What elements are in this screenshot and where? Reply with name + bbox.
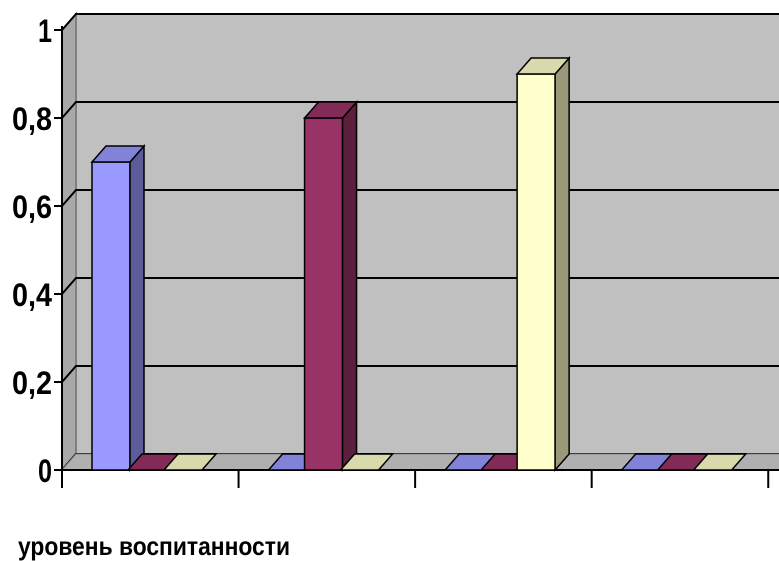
y-tick-label: 0 xyxy=(38,453,52,489)
y-tick-label: 0,4 xyxy=(12,277,52,313)
y-tick-label: 0,6 xyxy=(12,189,52,225)
y-tick-label: 0,8 xyxy=(12,101,52,137)
back-wall xyxy=(75,13,779,455)
bar-side xyxy=(341,100,358,472)
side-wall xyxy=(61,11,77,473)
bar-top xyxy=(338,453,395,471)
gridline xyxy=(61,101,779,119)
bar xyxy=(302,100,359,472)
bar-top xyxy=(90,145,146,163)
bar-front xyxy=(91,161,131,471)
bar xyxy=(692,453,748,471)
bar-top xyxy=(162,453,218,471)
bar xyxy=(90,144,146,472)
bar-side xyxy=(129,144,145,472)
bar-top xyxy=(302,101,359,119)
bar xyxy=(515,56,571,472)
bar-side xyxy=(554,56,570,472)
gridline xyxy=(61,365,779,383)
bar-top xyxy=(515,57,571,75)
bar xyxy=(338,453,395,471)
bar-front xyxy=(303,117,344,471)
y-tick-label: 1 xyxy=(38,13,52,49)
gridline xyxy=(61,277,779,295)
tick-labels: 0 0,2 0,4 0,6 0,8 1 xyxy=(12,13,52,489)
chart-back-wall xyxy=(61,11,779,473)
gridline xyxy=(61,13,779,31)
gridline xyxy=(61,189,779,207)
y-tick-label: 0,2 xyxy=(12,365,52,401)
bar-front xyxy=(516,73,556,471)
bar-top xyxy=(692,453,748,471)
x-axis-title: уровень воспитанности xyxy=(18,531,290,561)
bars xyxy=(90,56,748,472)
bar xyxy=(162,453,218,471)
